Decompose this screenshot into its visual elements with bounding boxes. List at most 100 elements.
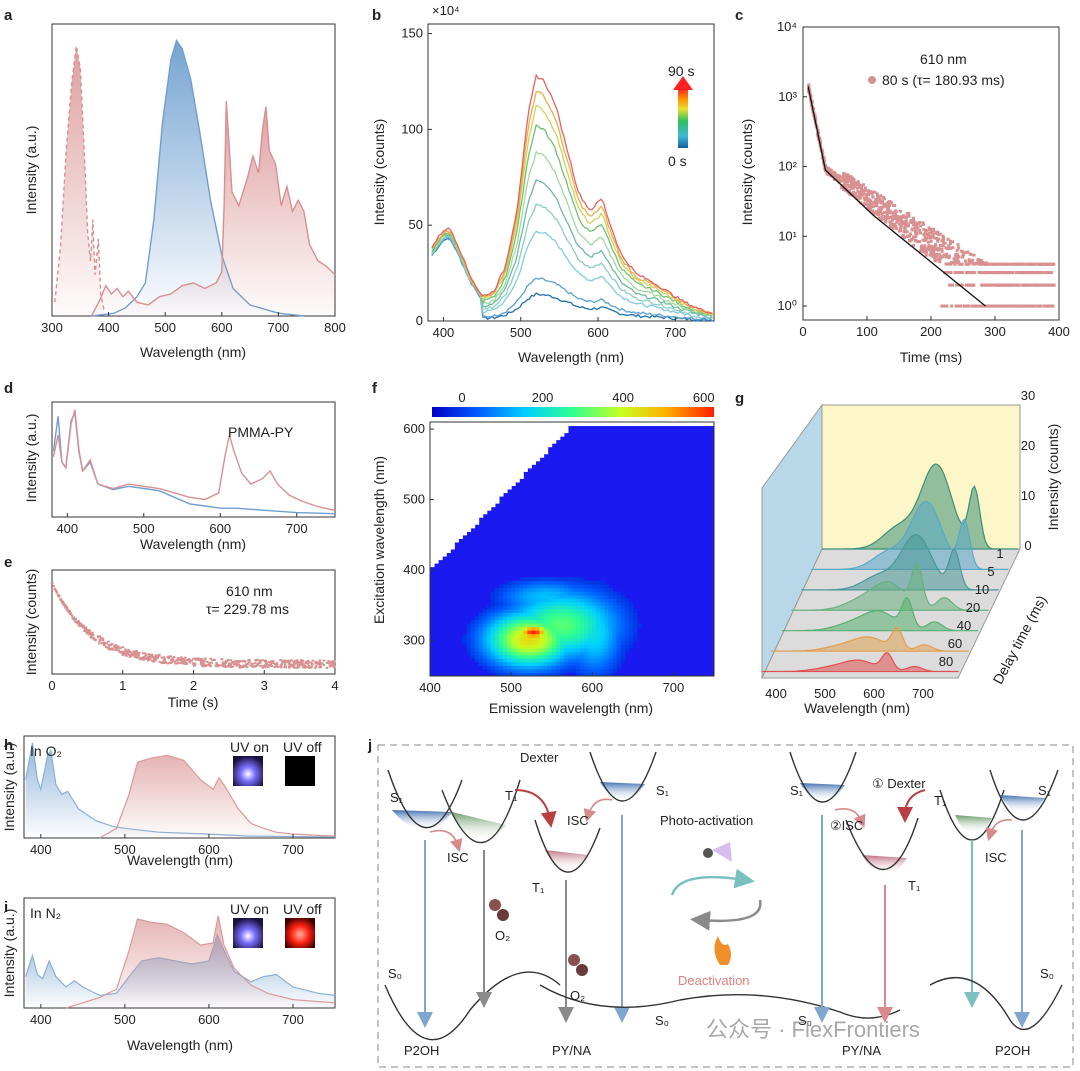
panel-c-point [944, 304, 948, 308]
panel-f-cell [430, 474, 435, 479]
panel-c-point [1041, 262, 1045, 266]
panel-a-area-1 [91, 40, 304, 316]
panel-f-cell [567, 601, 573, 606]
panel-f-cell [567, 661, 573, 666]
panel-f-cell [523, 601, 528, 606]
flame-icon [714, 936, 731, 965]
panel-c-point [915, 232, 919, 236]
panel-f-cell [531, 605, 536, 610]
panel-g-ytick-label-0: 0 [1024, 538, 1031, 553]
panel-f-cell [503, 450, 508, 455]
panel-f-cell [588, 619, 593, 624]
panel-f-cell [547, 594, 553, 599]
panel-letter-d: d [4, 380, 13, 397]
panel-f-cell [470, 640, 476, 645]
panel-c-point [1027, 283, 1031, 287]
panel-f-cell [645, 422, 650, 427]
panel-f-cell [434, 478, 439, 483]
panel-f-cell [450, 436, 455, 441]
panel-f-cell [531, 425, 536, 430]
panel-f-cell [596, 647, 601, 652]
panel-e-point [237, 661, 241, 664]
panel-f-cell [442, 478, 447, 483]
panel-e-point [262, 665, 265, 668]
panel-f-cell [523, 672, 528, 677]
panel-c-point [977, 258, 981, 262]
panel-c-point [1004, 271, 1008, 275]
panel-f-cell [624, 633, 630, 638]
panel-c-point [959, 249, 963, 253]
panel-f-cell [592, 580, 597, 585]
panel-f-cell [596, 665, 601, 670]
panel-f-cell [498, 587, 504, 592]
panel-g-ytick-label-20: 20 [1021, 438, 1035, 453]
panel-f-cell [580, 647, 585, 652]
panel-f-cell [515, 460, 520, 465]
panel-f-cell [511, 672, 516, 677]
panel-f-cell [462, 510, 468, 515]
panel-f-ytick-label-600: 600 [403, 421, 425, 436]
panel-f-cell [470, 467, 476, 472]
panel-f-cell [576, 608, 581, 613]
panel-f-cell [454, 481, 459, 486]
panel-f-cell [438, 457, 443, 462]
panel-a-area-0 [54, 46, 105, 316]
panel-f-cell [527, 651, 532, 656]
panel-e-point [291, 665, 295, 668]
panel-f-cell [490, 612, 496, 617]
panel-b-series-90s [431, 73, 713, 314]
panel-e-point [55, 590, 58, 593]
panel-f-cell [498, 601, 504, 606]
panel-f-cell [478, 658, 484, 663]
panel-f-cell [454, 450, 459, 455]
panel-f-cell [486, 425, 492, 430]
panel-f-cell [515, 658, 520, 663]
panel-f-cell [584, 640, 589, 645]
panel-e-point [238, 666, 241, 669]
panel-f-cell [466, 630, 472, 635]
panel-f-cell [624, 637, 630, 642]
panel-f-cell [600, 640, 605, 645]
panel-f-cell [430, 506, 435, 511]
panel-f-cell [438, 478, 443, 483]
panel-f-cell [539, 668, 545, 673]
panel-b-ylabel: Intensity (counts) [371, 119, 387, 226]
panel-e-point [290, 663, 294, 666]
panel-f-cell [624, 612, 630, 617]
panel-f-cell [596, 616, 601, 621]
panel-f-cell [620, 626, 626, 631]
panel-e-point [118, 651, 122, 654]
panel-f-cell [478, 489, 484, 494]
panel-f-cell [503, 432, 508, 437]
panel-c-point [1051, 262, 1055, 266]
panel-f-cell [543, 439, 549, 444]
panel-f-cell [567, 612, 573, 617]
panel-f-cell [466, 644, 472, 649]
panel-f-cell [503, 626, 508, 631]
panel-f-cell [498, 464, 504, 469]
panel-f-cell [547, 654, 553, 659]
panel-i-xlabel: Wavelength (nm) [127, 1037, 233, 1053]
panel-f-cell [470, 513, 476, 518]
panel-f-cell [494, 591, 500, 596]
panel-f-cell [543, 608, 549, 613]
panel-f-cell [551, 591, 557, 596]
panel-f-cell [543, 598, 549, 603]
panel-f-cell [454, 478, 459, 483]
panel-a-area-2 [91, 101, 335, 316]
panel-f-cell [458, 436, 463, 441]
panel-e-point [169, 655, 173, 658]
panel-f-cell [527, 464, 532, 469]
panel-f-cell [498, 467, 504, 472]
panel-f-cell [430, 432, 435, 437]
right-dexter-arrow [897, 789, 926, 823]
panel-f-cell [494, 647, 500, 652]
panel-f-cell [474, 485, 480, 490]
right-s1-label: S₁ [790, 783, 804, 798]
panel-f-cell [434, 439, 439, 444]
panel-f-cell [559, 601, 565, 606]
panel-f-cell [450, 510, 455, 515]
panel-f-cell [490, 608, 496, 613]
panel-f-cell [523, 584, 528, 589]
panel-e-point [263, 665, 267, 668]
